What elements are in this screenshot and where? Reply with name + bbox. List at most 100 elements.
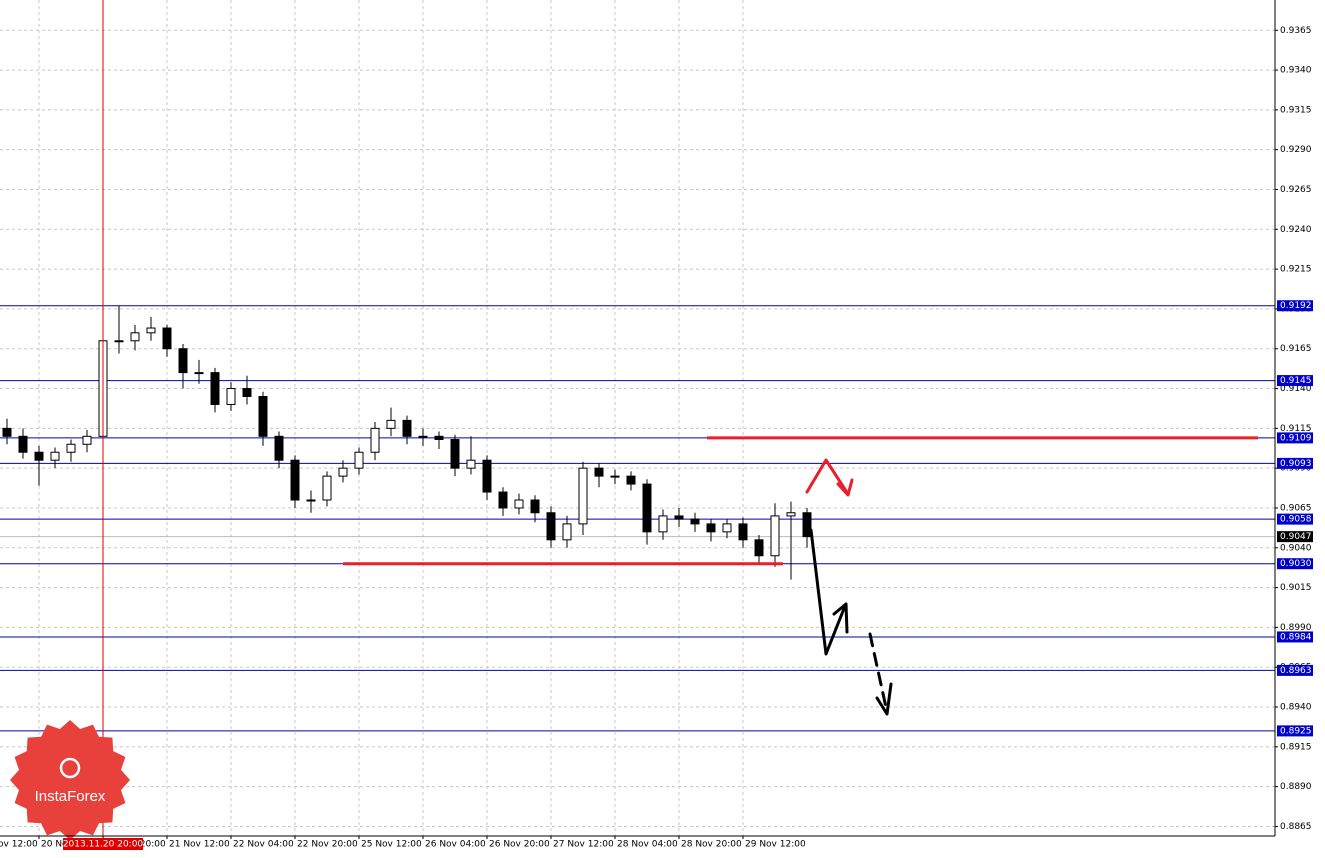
candle-body (146, 327, 156, 334)
logo-icon (59, 757, 81, 779)
y-tick-label: 0.9315 (1280, 105, 1312, 115)
candle-body (34, 451, 44, 461)
arrow-dashed (868, 632, 889, 714)
x-tick-label: 21 Nov 12:00 (169, 840, 230, 850)
candle-body (322, 475, 332, 501)
price-label: 0.9047 (1280, 532, 1312, 542)
candle-body (258, 396, 268, 437)
x-tick-label: 26 Nov 04:00 (425, 840, 486, 850)
y-tick-label: 0.8865 (1280, 822, 1312, 832)
level-label-box (1277, 432, 1313, 444)
y-tick-label: 0.9140 (1280, 384, 1312, 394)
level-label: 0.9093 (1280, 459, 1312, 469)
y-tick-label: 0.9240 (1280, 225, 1312, 235)
candle-body (290, 459, 300, 501)
candle-body (674, 515, 684, 520)
level-label: 0.9192 (1280, 301, 1312, 311)
arrow-red (805, 458, 850, 496)
overlay (102, 0, 1258, 836)
level-label-box (1277, 457, 1313, 469)
candle-body (594, 467, 604, 477)
candle-body (770, 515, 780, 557)
y-tick-label: 0.9265 (1280, 185, 1312, 195)
level-label: 0.9145 (1280, 376, 1312, 386)
candle-body (434, 435, 444, 440)
y-tick-label: 0.9215 (1280, 265, 1312, 275)
x-tick-label: 26 Nov 20:00 (489, 840, 550, 850)
level-label: 0.9030 (1280, 559, 1312, 569)
candle-body (274, 435, 284, 461)
candle-body (178, 348, 188, 374)
arrowhead-dashed (875, 682, 893, 716)
candle-body (498, 491, 508, 509)
candle-body (738, 523, 748, 541)
candle-body (370, 427, 380, 453)
x-tick-label: 25 Nov 12:00 (361, 840, 422, 850)
candle-body (114, 340, 124, 343)
y-tick-label: 0.8940 (1280, 703, 1312, 713)
candle-body (690, 518, 700, 525)
candle-body (722, 523, 732, 533)
candle-body (66, 443, 76, 453)
price-label-box (1277, 531, 1313, 543)
arrow-black (809, 528, 847, 656)
level-label-box (1277, 513, 1313, 525)
candle-body (754, 539, 764, 557)
candle-body (2, 427, 12, 437)
y-tick-label: 0.8890 (1280, 782, 1312, 792)
candle-body (466, 459, 476, 469)
y-tick-label: 0.8990 (1280, 623, 1312, 633)
level-label: 0.8984 (1280, 632, 1312, 642)
logo-badge (10, 720, 130, 840)
level-label-box (1277, 558, 1313, 570)
level-label-box (1277, 631, 1313, 643)
level-label-box (1277, 725, 1313, 737)
candle-body (786, 512, 796, 517)
candle-body (354, 451, 364, 469)
level-label-box (1277, 664, 1313, 676)
y-tick-label: 0.9165 (1280, 344, 1312, 354)
candle-body (562, 523, 572, 541)
level-label: 0.8963 (1280, 666, 1312, 676)
candle-body (658, 515, 668, 533)
candle-body (18, 435, 28, 453)
y-tick-label: 0.9115 (1280, 424, 1312, 434)
y-tick-label: 0.9065 (1280, 503, 1312, 513)
x-tick-label: 28 Nov 04:00 (617, 840, 678, 850)
candle-body (418, 435, 428, 438)
candle-body (338, 467, 348, 477)
level-label-box (1277, 375, 1313, 387)
crosshair-label: 2013.11.20 20:00 (63, 840, 144, 850)
logo: InstaForex (10, 720, 130, 840)
candle-body (578, 467, 588, 525)
candle-body (306, 499, 316, 502)
crosshair-label-box (63, 838, 143, 850)
candle-body (706, 523, 716, 533)
candle-body (546, 512, 556, 541)
x-tick-label: 27 Nov 12:00 (553, 840, 614, 850)
logo-text: InstaForex (35, 788, 106, 805)
candle-body (386, 419, 396, 429)
candle-body (50, 451, 60, 461)
candle-body (610, 475, 620, 478)
candle-body (802, 512, 812, 538)
candle-body (642, 483, 652, 533)
y-tick-label: 0.8915 (1280, 742, 1312, 752)
candle-body (226, 388, 236, 405)
candle-body (162, 327, 172, 350)
x-tick-label: 19 Nov 12:00 (0, 840, 38, 850)
x-tick-label: 29 Nov 12:00 (745, 840, 806, 850)
x-tick-label: 28 Nov 20:00 (681, 840, 742, 850)
candle-body (82, 435, 92, 445)
y-tick-label: 0.9015 (1280, 583, 1312, 593)
y-tick-label: 0.9365 (1280, 26, 1312, 36)
candle-body (194, 372, 204, 375)
y-tick-label: 0.9340 (1280, 66, 1312, 76)
x-tick-label: 22 Nov 20:00 (297, 840, 358, 850)
level-label: 0.8925 (1280, 726, 1312, 736)
candle-body (514, 499, 524, 509)
x-tick-label: 22 Nov 04:00 (233, 840, 294, 850)
